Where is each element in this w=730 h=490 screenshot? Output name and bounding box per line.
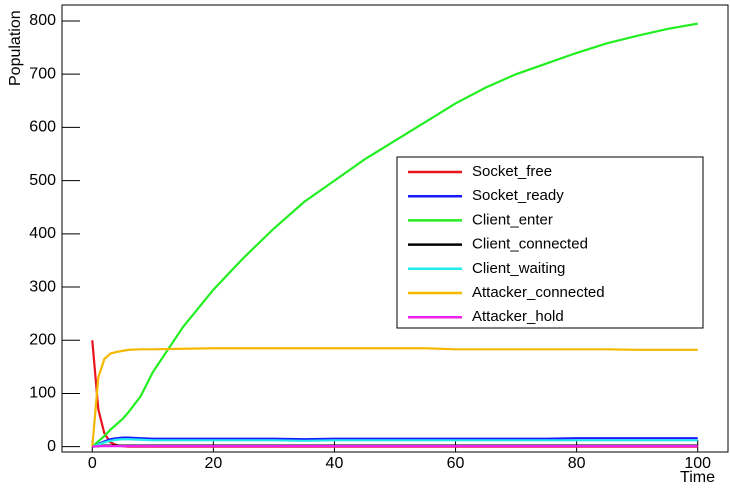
- x-tick-label: 100: [684, 455, 711, 472]
- y-tick-label: 200: [29, 331, 56, 348]
- legend-label: Client_waiting: [472, 260, 565, 277]
- series-line: [91, 436, 698, 448]
- y-tick-label: 500: [29, 172, 56, 189]
- legend-box: [396, 156, 704, 329]
- series-line: [91, 347, 698, 447]
- y-tick-label: 300: [29, 278, 56, 295]
- series-line: [91, 340, 698, 448]
- y-tick-label: 100: [29, 385, 56, 402]
- legend-label: Client_enter: [472, 211, 553, 228]
- y-tick-label: 800: [29, 12, 56, 29]
- series-line: [92, 445, 698, 448]
- x-tick-label: 60: [447, 455, 465, 472]
- y-axis-label: Population: [7, 10, 24, 86]
- x-tick-label: 0: [88, 455, 97, 472]
- legend-label: Attacker_connected: [472, 284, 605, 301]
- plot-frame: [61, 4, 729, 453]
- y-tick-label: 700: [29, 65, 56, 82]
- x-tick-label: 80: [568, 455, 586, 472]
- legend: Socket_free Socket_ready Client_enter Clien…: [396, 156, 704, 329]
- y-tick-label: 0: [47, 438, 56, 455]
- x-tick-label: 40: [326, 455, 344, 472]
- legend-label: Socket_ready: [472, 187, 564, 204]
- y-tick-label: 400: [29, 225, 56, 242]
- series-line: [91, 22, 698, 448]
- x-axis-label: Time: [680, 469, 715, 486]
- legend-label: Socket_free: [472, 163, 552, 180]
- legend-label: Attacker_hold: [472, 308, 564, 325]
- y-tick-label: 600: [29, 119, 56, 136]
- legend-label: Client_connected: [472, 236, 588, 253]
- x-tick-label: 20: [204, 455, 222, 472]
- series-line: [91, 438, 698, 448]
